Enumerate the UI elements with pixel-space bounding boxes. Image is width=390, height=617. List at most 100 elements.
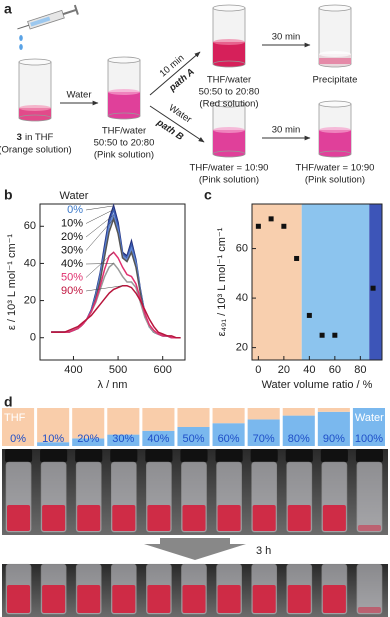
vial-liquid <box>77 585 101 613</box>
spectrum-line <box>51 284 181 339</box>
legend-leader <box>85 209 114 224</box>
time-label: 3 h <box>256 545 271 557</box>
panel-label: a <box>4 1 12 17</box>
legend-label: 50% <box>61 271 83 283</box>
y-tick-label: 0 <box>30 332 36 344</box>
vial-top <box>212 100 246 108</box>
vial-liquid-top <box>319 127 351 133</box>
legend-label: Water <box>355 412 384 424</box>
composition-bar <box>317 411 350 446</box>
panel-label: b <box>4 187 13 203</box>
spectrum-line <box>51 251 181 339</box>
legend-label: 40% <box>61 258 83 270</box>
x-tick-label: 40 <box>303 364 315 376</box>
scheme-label: (Pink solution) <box>199 175 259 186</box>
arrow <box>149 105 205 143</box>
vial-top <box>318 4 352 12</box>
value-label: 50% <box>182 433 204 445</box>
composition-bar <box>247 408 280 420</box>
droplet <box>19 35 23 41</box>
region <box>369 204 382 360</box>
composition-bar <box>177 427 210 446</box>
composition-bar <box>212 408 245 424</box>
vial-liquid <box>217 585 241 613</box>
time-arrow <box>144 538 246 560</box>
composition-bar <box>212 423 245 446</box>
scheme-label: (Orange solution) <box>0 145 72 156</box>
value-label: 40% <box>147 433 169 445</box>
x-tick-label: 600 <box>154 364 172 376</box>
vial-liquid <box>182 505 206 531</box>
vial-cap <box>180 449 208 462</box>
vial-liquid <box>217 505 241 531</box>
y-axis-label: ε₄₉₁ / 10³ L mol⁻¹ cm⁻¹ <box>216 227 228 336</box>
value-label: 30% <box>112 433 134 445</box>
data-point <box>319 332 325 338</box>
composition-bar <box>72 438 105 446</box>
vial-liquid <box>319 130 351 154</box>
composition-bar <box>352 408 385 446</box>
scheme-label: 30 min <box>272 125 301 136</box>
composition-bar <box>107 408 140 435</box>
value-label: 70% <box>253 433 275 445</box>
region <box>252 204 302 360</box>
x-tick-label: 80 <box>354 364 366 376</box>
y-tick-label: 60 <box>24 220 36 232</box>
scheme-label: Precipitate <box>313 75 358 86</box>
value-label: 80% <box>288 433 310 445</box>
x-tick-label: 20 <box>278 364 290 376</box>
y-axis-label: ε / 10³ L mol⁻¹ cm⁻¹ <box>6 234 18 331</box>
vial-liquid <box>19 108 51 118</box>
vial-top <box>318 100 352 108</box>
value-label: 90% <box>323 433 345 445</box>
scheme-label: (Pink solution) <box>305 175 365 186</box>
legend-leader <box>85 263 114 265</box>
scheme-label: THF/water = 10:90 <box>190 163 269 174</box>
vial-liquid <box>112 585 136 613</box>
value-label: 60% <box>218 433 240 445</box>
vial-cap <box>250 449 278 462</box>
legend-label: 30% <box>61 244 83 256</box>
vial-glass <box>356 461 383 533</box>
data-point <box>255 223 261 229</box>
vial-liquid <box>108 92 140 116</box>
vial-liquid <box>287 505 311 531</box>
composition-bar <box>72 408 105 439</box>
vial-bottom <box>318 150 352 158</box>
scheme-label: 3 in THF <box>17 132 54 143</box>
data-point <box>268 216 274 222</box>
data-point <box>294 255 300 261</box>
value-label: 10% <box>42 433 64 445</box>
y-tick-label: 20 <box>236 342 248 354</box>
vial-liquid <box>213 130 245 154</box>
scheme-label: Water <box>67 90 92 101</box>
vial-top <box>107 56 141 64</box>
precipitate <box>319 58 351 64</box>
x-axis-label: Water volume ratio / % <box>262 379 373 391</box>
scheme-label: THF/water = 10:90 <box>296 163 375 174</box>
arrow <box>149 51 201 96</box>
composition-bar <box>37 442 70 446</box>
composition-bar <box>37 408 70 443</box>
vial-bottom <box>107 112 141 120</box>
vial-liquid-top <box>19 105 51 111</box>
vial-liquid <box>42 505 66 531</box>
composition-bar <box>317 408 350 412</box>
composition-bar <box>2 408 35 446</box>
vial-liquid <box>322 585 346 613</box>
legend-leader <box>85 252 114 278</box>
vial-liquid-top <box>319 51 351 57</box>
data-point <box>281 223 287 229</box>
value-label: 0% <box>10 433 26 445</box>
vial-liquid <box>7 505 31 531</box>
vial-bottom <box>212 150 246 158</box>
scheme-label: THF/water <box>102 126 146 137</box>
vial-liquid <box>112 505 136 531</box>
composition-bar <box>282 415 315 446</box>
composition-bar <box>282 408 315 416</box>
vial-cap <box>145 449 173 462</box>
legend-leader <box>85 205 114 211</box>
vial-liquid <box>182 585 206 613</box>
vial-liquid-top <box>213 39 245 45</box>
vial-top <box>18 58 52 66</box>
